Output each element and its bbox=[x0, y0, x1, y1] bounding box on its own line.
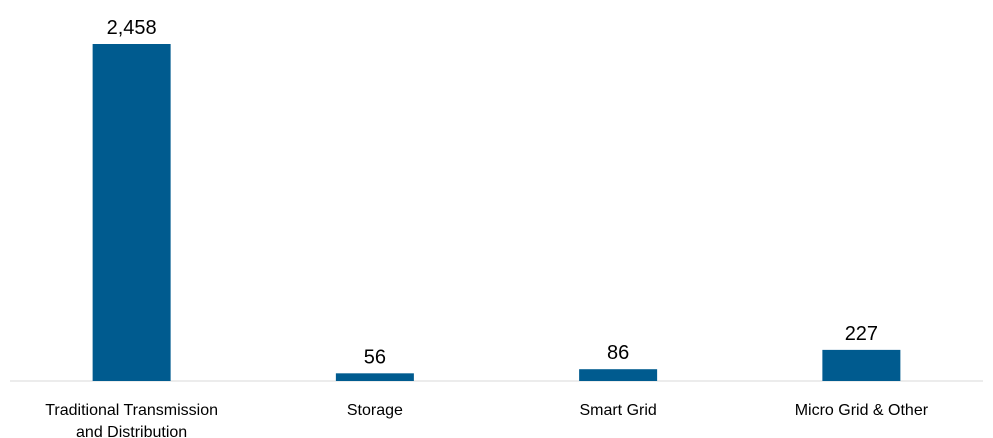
bar-3 bbox=[822, 349, 901, 381]
category-labels-group: Traditional Transmission and Distribution… bbox=[45, 402, 929, 438]
category-label-0: Traditional Transmission and Distribution bbox=[45, 402, 218, 438]
bars-group bbox=[92, 44, 901, 381]
bar-value-label-0: 2,458 bbox=[107, 17, 157, 39]
category-label-3: Micro Grid & Other bbox=[795, 402, 929, 419]
category-label-line: and Distribution bbox=[76, 424, 187, 438]
category-label-line: Smart Grid bbox=[579, 402, 656, 419]
category-label-line: Traditional Transmission bbox=[45, 402, 218, 419]
category-label-1: Storage bbox=[347, 402, 403, 419]
category-label-line: Storage bbox=[347, 402, 403, 419]
bar-value-label-3: 227 bbox=[845, 323, 878, 345]
bar-1 bbox=[335, 373, 414, 381]
bar-0 bbox=[92, 44, 171, 381]
category-label-line: Micro Grid & Other bbox=[795, 402, 929, 419]
bar-2 bbox=[579, 369, 658, 381]
bar-value-label-2: 86 bbox=[607, 342, 629, 364]
category-label-2: Smart Grid bbox=[579, 402, 656, 419]
bar-value-label-1: 56 bbox=[364, 346, 386, 368]
value-labels-group: 2,458 56 86 227 bbox=[107, 17, 878, 368]
